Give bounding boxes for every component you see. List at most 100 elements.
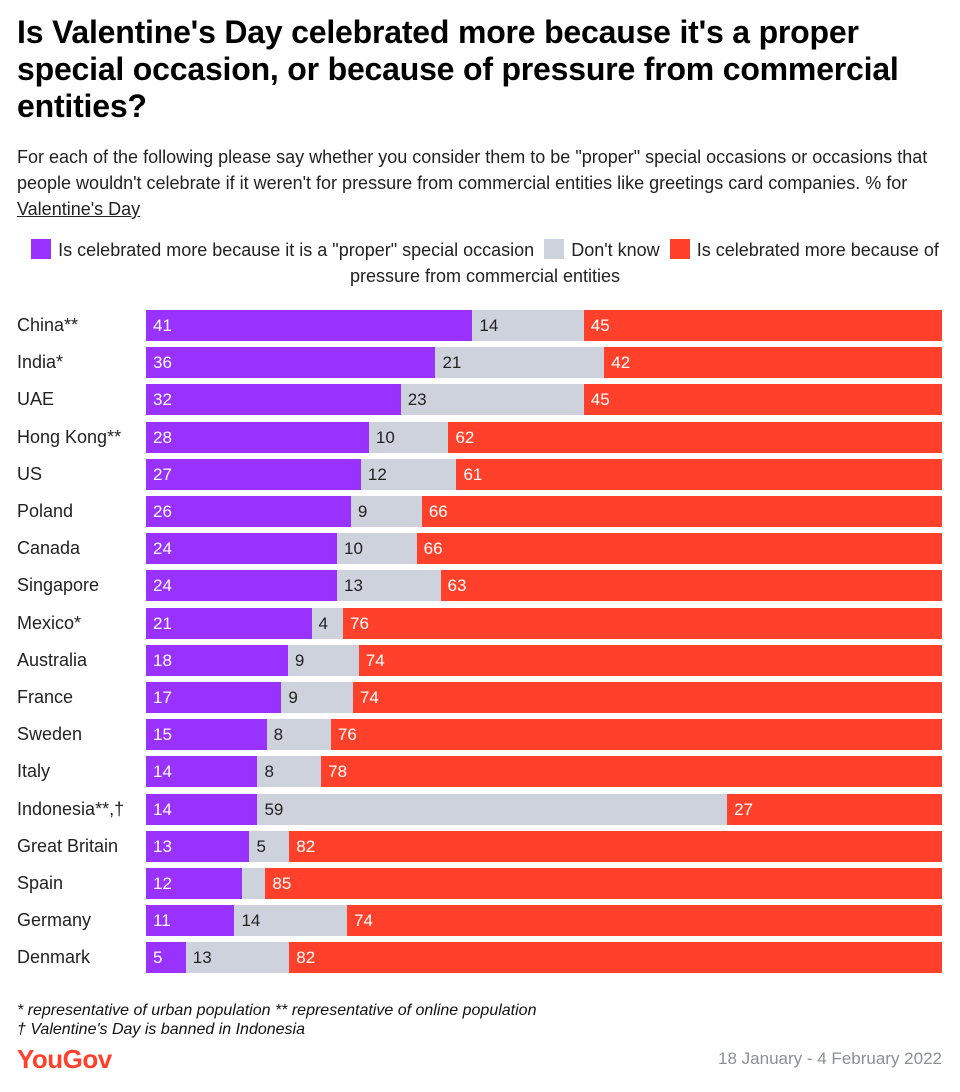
row-label-poland: Poland <box>17 501 74 521</box>
chart-legend: Is celebrated more because it is a "prop… <box>30 237 940 289</box>
row-label-indonesia: Indonesia**,† <box>17 798 125 819</box>
value-label-dont-know-poland: 9 <box>357 502 368 521</box>
bar-commercial-poland <box>421 496 943 527</box>
value-label-proper-france: 17 <box>153 688 172 707</box>
bar-dont-know-denmark <box>185 942 290 974</box>
value-label-commercial-canada: 66 <box>423 539 443 559</box>
bar-commercial-france <box>352 682 943 713</box>
bar-commercial-sweden <box>330 719 943 751</box>
bar-commercial-germany <box>347 905 943 937</box>
row-label-australia: Australia <box>17 649 88 670</box>
bar-dont-know-china <box>472 310 585 341</box>
row-label-france: France <box>17 687 74 707</box>
row-label-sweden: Sweden <box>17 724 83 745</box>
value-label-proper-spain: 12 <box>153 874 172 893</box>
value-label-proper-australia: 18 <box>153 650 172 670</box>
value-label-proper-singapore: 24 <box>153 576 172 596</box>
value-label-dont-know-india: 21 <box>442 353 462 373</box>
bar-proper-great-britain <box>146 830 250 862</box>
value-label-commercial-mexico: 76 <box>350 613 369 633</box>
value-label-proper-italy: 14 <box>153 762 172 782</box>
row-label-china: China** <box>17 315 79 335</box>
footnote-representative: * representative of urban population ** … <box>17 1002 537 1019</box>
bar-dont-know-france <box>281 682 354 713</box>
chart-subtitle: For each of the following please say whe… <box>17 144 942 222</box>
value-label-dont-know-mexico: 4 <box>318 613 328 633</box>
bar-commercial-indonesia <box>727 793 943 825</box>
subtitle-underlined-term: Valentine's Day <box>17 199 141 219</box>
bar-commercial-great-britain <box>289 830 943 862</box>
row-label-us: US <box>17 463 43 484</box>
value-label-commercial-indonesia: 27 <box>734 799 753 819</box>
value-label-dont-know-sweden: 8 <box>273 725 284 745</box>
chart-title: Is Valentine's Day celebrated more becau… <box>17 14 899 124</box>
value-label-proper-indonesia: 14 <box>153 799 172 819</box>
bar-commercial-india <box>604 347 943 379</box>
value-label-commercial-sweden: 76 <box>337 725 357 745</box>
value-label-proper-india: 36 <box>153 353 172 373</box>
value-label-proper-denmark: 5 <box>153 948 163 968</box>
bar-commercial-hong-kong <box>448 421 943 453</box>
value-label-commercial-hong-kong: 62 <box>455 427 475 447</box>
bar-proper-china <box>146 310 473 341</box>
bar-dont-know-us <box>360 458 457 490</box>
value-label-commercial-uae: 45 <box>590 390 610 410</box>
bar-proper-denmark <box>146 942 187 974</box>
value-label-dont-know-hong-kong: 10 <box>375 427 395 447</box>
legend-swatch-proper <box>31 239 52 259</box>
bar-proper-poland <box>146 496 352 527</box>
value-label-dont-know-denmark: 13 <box>192 948 212 968</box>
value-label-dont-know-uae: 23 <box>407 390 427 410</box>
bar-proper-canada <box>146 533 338 565</box>
row-label-singapore: Singapore <box>17 575 100 596</box>
legend-swatch-dont-know <box>544 239 565 259</box>
value-label-proper-china: 41 <box>153 316 172 335</box>
bar-proper-mexico <box>146 607 312 639</box>
bar-dont-know-italy <box>257 756 322 788</box>
value-label-commercial-spain: 85 <box>272 874 292 893</box>
value-label-dont-know-us: 12 <box>367 464 387 484</box>
bar-proper-india <box>146 347 436 379</box>
row-label-uae: UAE <box>17 389 55 410</box>
bar-proper-sweden <box>146 719 268 751</box>
row-label-denmark: Denmark <box>17 947 91 968</box>
row-label-spain: Spain <box>17 873 64 893</box>
bar-dont-know-great-britain <box>249 830 290 862</box>
value-label-dont-know-singapore: 13 <box>344 576 363 596</box>
bar-proper-us <box>146 458 362 490</box>
bar-commercial-singapore <box>440 570 943 602</box>
row-label-great-britain: Great Britain <box>17 835 119 856</box>
value-label-proper-canada: 24 <box>153 539 172 559</box>
value-label-commercial-italy: 78 <box>328 762 348 782</box>
value-label-dont-know-germany: 14 <box>241 911 261 931</box>
bar-commercial-canada <box>416 533 943 565</box>
row-label-germany: Germany <box>17 910 92 931</box>
value-label-dont-know-australia: 9 <box>294 650 305 670</box>
bar-proper-germany <box>146 905 235 937</box>
value-label-commercial-australia: 74 <box>365 650 385 670</box>
value-label-commercial-great-britain: 82 <box>296 836 316 856</box>
legend-label-proper: Is celebrated more because it is a "prop… <box>58 240 535 260</box>
value-label-proper-mexico: 21 <box>153 613 172 633</box>
value-label-commercial-us: 61 <box>463 464 483 484</box>
row-label-italy: Italy <box>17 761 51 782</box>
survey-date-range: 18 January - 4 February 2022 <box>718 1049 942 1068</box>
bar-commercial-australia <box>358 644 943 676</box>
value-label-proper-great-britain: 13 <box>153 836 172 856</box>
value-label-dont-know-indonesia: 59 <box>264 799 284 819</box>
value-label-commercial-singapore: 63 <box>447 576 467 596</box>
bar-dont-know-canada <box>337 533 418 565</box>
bar-commercial-italy <box>321 756 943 788</box>
bar-commercial-mexico <box>343 607 943 639</box>
bar-dont-know-singapore <box>337 570 441 602</box>
legend-swatch-commercial <box>669 239 690 259</box>
bar-proper-spain <box>146 868 243 899</box>
bar-proper-uae <box>146 384 402 416</box>
value-label-dont-know-canada: 10 <box>344 539 363 559</box>
bar-commercial-us <box>456 458 943 490</box>
value-label-dont-know-china: 14 <box>479 316 499 335</box>
legend-item-dont-know: Don't know <box>544 239 660 260</box>
row-label-india: India* <box>17 352 64 373</box>
value-label-dont-know-great-britain: 5 <box>256 836 266 856</box>
row-label-mexico: Mexico* <box>17 612 82 633</box>
